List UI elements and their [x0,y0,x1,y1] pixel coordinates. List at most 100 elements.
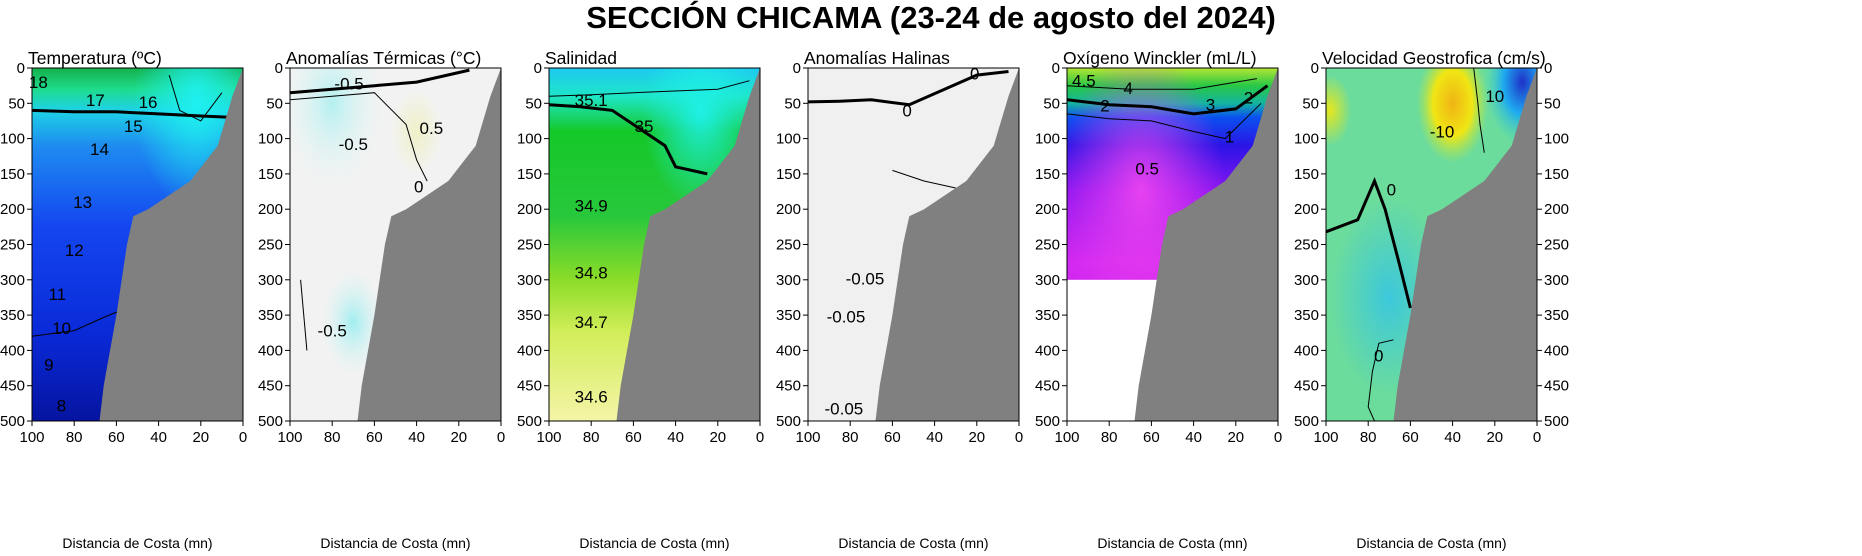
land-mask [875,68,1019,421]
y-tick-label: 150 [517,166,542,183]
x-tick-label: 80 [842,429,859,446]
x-axis-label: Distancia de Costa (mn) [579,535,729,551]
contour-label: -0.05 [827,308,866,327]
contour-label: 0.5 [420,119,444,138]
y-tick-label-right: 150 [1544,166,1569,183]
y-tick-label: 50 [525,95,542,112]
x-tick-label: 20 [450,429,467,446]
y-tick-label: 400 [1035,342,1060,359]
x-tick-label: 80 [1360,429,1377,446]
contour-line [1066,78,1257,90]
y-tick-label: 300 [517,272,542,289]
contour-label: 35.1 [575,91,608,110]
y-tick-label-right: 250 [1544,237,1569,254]
y-tick-label-right: 200 [1544,201,1569,218]
x-tick-label: 20 [1486,429,1503,446]
y-tick-label: 50 [784,95,801,112]
y-tick-label: 250 [517,237,542,254]
contour-line [300,279,308,351]
contour-line [31,307,128,337]
panel-title: Anomalías Halinas [804,48,950,68]
y-tick-label: 250 [1035,237,1060,254]
y-tick-label: 300 [1035,272,1060,289]
contour-label: 3 [1206,96,1215,115]
y-tick-label: 150 [0,166,25,183]
contour-label: 9 [44,356,53,375]
y-tick-label-right: 350 [1544,307,1569,324]
contour-label: 0 [970,65,979,84]
y-tick-label: 400 [776,342,801,359]
land-mask [357,68,501,421]
contour-label: 4.5 [1072,72,1096,91]
y-tick-label: 500 [0,413,25,430]
x-tick-label: 20 [709,429,726,446]
contour-line [289,68,470,95]
contour-line [548,103,708,176]
x-tick-label: 100 [536,429,561,446]
land-mask [99,68,243,421]
contour-line [548,80,750,97]
y-tick-label: 100 [258,131,283,148]
panel-title: Salinidad [545,48,617,68]
x-tick-label: 60 [1143,429,1160,446]
y-tick-label: 500 [1294,413,1319,430]
x-tick-label: 60 [366,429,383,446]
x-tick-label: 20 [1227,429,1244,446]
land-mask [616,68,760,421]
x-tick-label: 100 [1054,429,1079,446]
y-tick-label-right: 50 [1544,95,1561,112]
contour-line [1325,176,1412,309]
x-tick-label: 0 [497,429,505,446]
x-tick-label: 0 [1274,429,1282,446]
y-tick-label: 100 [517,131,542,148]
y-tick-label: 0 [534,60,542,77]
y-tick-label: 500 [1035,413,1060,430]
contour-label: 34.7 [575,313,608,332]
y-tick-label: 50 [1302,95,1319,112]
y-tick-label: 350 [1294,307,1319,324]
y-tick-label: 400 [1294,342,1319,359]
contour-label: -0.05 [824,399,863,418]
x-tick-label: 60 [884,429,901,446]
y-tick-label: 50 [1043,95,1060,112]
x-tick-label: 0 [1015,429,1023,446]
y-tick-label: 300 [0,272,25,289]
y-tick-label: 200 [1294,201,1319,218]
y-tick-label: 400 [258,342,283,359]
y-tick-label: 200 [517,201,542,218]
y-tick-label: 500 [258,413,283,430]
contour-label: 35 [634,117,653,136]
x-tick-label: 0 [1533,429,1541,446]
x-tick-label: 40 [667,429,684,446]
x-tick-label: 0 [239,429,247,446]
x-tick-label: 40 [1444,429,1461,446]
y-tick-label: 400 [517,342,542,359]
y-tick-label: 350 [517,307,542,324]
y-tick-label-right: 0 [1544,60,1552,77]
panel-title: Temperatura (ºC) [28,48,162,68]
contour-label: 13 [73,193,92,212]
x-tick-label: 20 [968,429,985,446]
x-tick-label: 60 [625,429,642,446]
y-tick-label: 100 [1294,131,1319,148]
y-tick-label: 350 [258,307,283,324]
contour-label: 4 [1123,79,1132,98]
y-tick-label-right: 300 [1544,272,1569,289]
y-tick-label: 100 [0,131,25,148]
y-tick-label: 500 [517,413,542,430]
panel-title: Oxígeno Winckler (mL/L) [1063,48,1257,68]
y-tick-label: 450 [1035,378,1060,395]
contour-label: 2 [1244,89,1253,108]
contour-label: 11 [48,285,66,304]
y-tick-label: 150 [1294,166,1319,183]
x-tick-label: 20 [192,429,209,446]
x-tick-label: 60 [1402,429,1419,446]
y-tick-label: 50 [266,95,283,112]
contour-label: 18 [29,73,48,92]
contour-label: 34.6 [575,387,608,406]
y-tick-label: 0 [17,60,25,77]
contour-label: -10 [1430,123,1455,142]
contour-label: 15 [124,117,143,136]
contour-line [1367,339,1394,422]
